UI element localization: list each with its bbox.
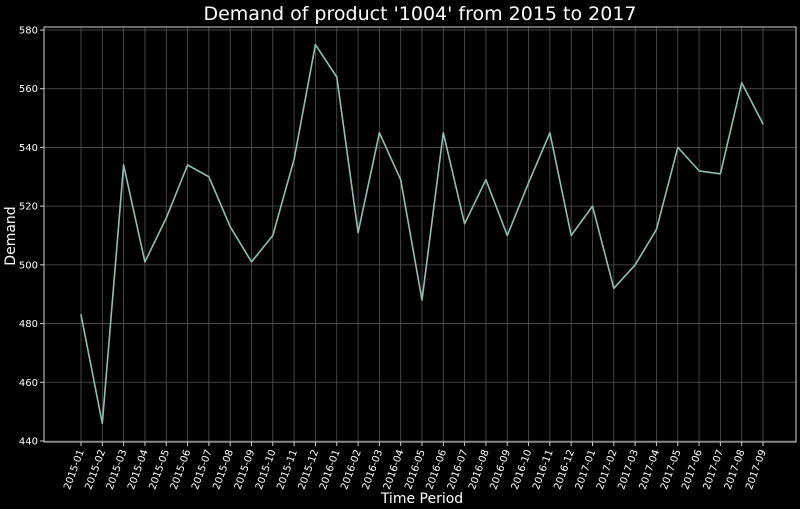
x-tick-label: 2017-08 xyxy=(723,448,748,491)
data-point xyxy=(122,164,124,166)
data-point xyxy=(272,234,274,236)
data-point xyxy=(613,287,615,289)
x-tick-label: 2015-04 xyxy=(126,448,151,491)
data-point xyxy=(698,170,700,172)
x-tick-label: 2015-01 xyxy=(62,448,87,491)
x-tick-label: 2016-11 xyxy=(531,448,556,491)
data-point xyxy=(549,132,551,134)
data-point xyxy=(463,223,465,225)
x-tick-label: 2015-06 xyxy=(169,448,194,491)
data-point xyxy=(399,179,401,181)
x-tick-label: 2016-07 xyxy=(446,448,471,491)
data-point xyxy=(357,231,359,233)
chart-title: Demand of product '1004' from 2015 to 20… xyxy=(203,3,636,25)
plot-frame xyxy=(43,26,797,443)
x-tick-label: 2015-10 xyxy=(254,448,279,491)
data-point xyxy=(762,123,764,125)
x-tick-label: 2017-02 xyxy=(595,448,620,491)
x-tick-label: 2016-06 xyxy=(424,448,449,491)
data-point xyxy=(740,82,742,84)
series-line xyxy=(80,43,764,425)
y-tick-label: 480 xyxy=(19,319,38,330)
x-tick-label: 2016-12 xyxy=(552,448,577,491)
data-point xyxy=(165,217,167,219)
data-point xyxy=(442,132,444,134)
y-axis-ticks: 440 460 480 500 520 540 560 580 xyxy=(19,26,44,448)
data-point xyxy=(101,422,103,424)
x-tick-label: 2016-03 xyxy=(361,448,386,491)
data-point xyxy=(208,176,210,178)
y-tick-label: 580 xyxy=(19,26,38,37)
x-tick-label: 2015-08 xyxy=(211,448,236,491)
x-tick-label: 2016-09 xyxy=(488,448,513,491)
data-point xyxy=(506,234,508,236)
x-tick-label: 2016-05 xyxy=(403,448,428,491)
grid-layer xyxy=(44,27,796,442)
y-tick-label: 520 xyxy=(19,202,38,213)
x-tick-label: 2017-06 xyxy=(680,448,705,491)
data-point xyxy=(250,261,252,263)
series-layer xyxy=(80,43,764,425)
data-point xyxy=(336,76,338,78)
x-tick-label: 2015-11 xyxy=(275,448,300,491)
y-tick-label: 500 xyxy=(19,260,38,271)
x-tick-label: 2017-05 xyxy=(659,448,684,491)
data-point xyxy=(293,158,295,160)
x-tick-label: 2015-09 xyxy=(233,448,258,491)
data-point xyxy=(378,132,380,134)
x-tick-label: 2017-03 xyxy=(616,448,641,491)
data-point xyxy=(591,205,593,207)
x-tick-label: 2016-04 xyxy=(382,448,407,491)
x-tick-label: 2016-08 xyxy=(467,448,492,491)
x-tick-label: 2016-02 xyxy=(339,448,364,491)
data-point xyxy=(186,164,188,166)
data-point xyxy=(314,43,316,45)
data-point xyxy=(229,225,231,227)
data-point xyxy=(719,173,721,175)
data-point xyxy=(421,299,423,301)
x-axis-ticks: 2015-012015-022015-032015-042015-052015-… xyxy=(62,442,769,491)
x-tick-label: 2016-01 xyxy=(318,448,343,491)
x-tick-label: 2015-02 xyxy=(83,448,108,491)
y-tick-label: 460 xyxy=(19,378,38,389)
x-tick-label: 2015-05 xyxy=(147,448,172,491)
x-axis-label: Time Period xyxy=(380,491,463,507)
y-tick-label: 560 xyxy=(19,84,38,95)
data-point xyxy=(80,314,82,316)
data-point xyxy=(570,234,572,236)
x-tick-label: 2015-12 xyxy=(297,448,322,491)
x-tick-label: 2017-04 xyxy=(638,448,663,491)
y-tick-label: 540 xyxy=(19,143,38,154)
data-point xyxy=(144,261,146,263)
x-tick-label: 2016-10 xyxy=(510,448,535,491)
data-point xyxy=(485,179,487,181)
data-point xyxy=(634,264,636,266)
y-tick-label: 440 xyxy=(19,437,38,448)
data-point xyxy=(527,181,529,183)
data-point xyxy=(677,146,679,148)
plot-border xyxy=(43,26,797,443)
x-tick-label: 2017-07 xyxy=(702,448,727,491)
x-tick-label: 2017-01 xyxy=(574,448,599,491)
x-tick-label: 2015-07 xyxy=(190,448,215,491)
data-point xyxy=(655,228,657,230)
y-axis-label: Demand xyxy=(3,206,19,265)
x-tick-label: 2017-09 xyxy=(744,448,769,491)
x-tick-label: 2015-03 xyxy=(105,448,130,491)
